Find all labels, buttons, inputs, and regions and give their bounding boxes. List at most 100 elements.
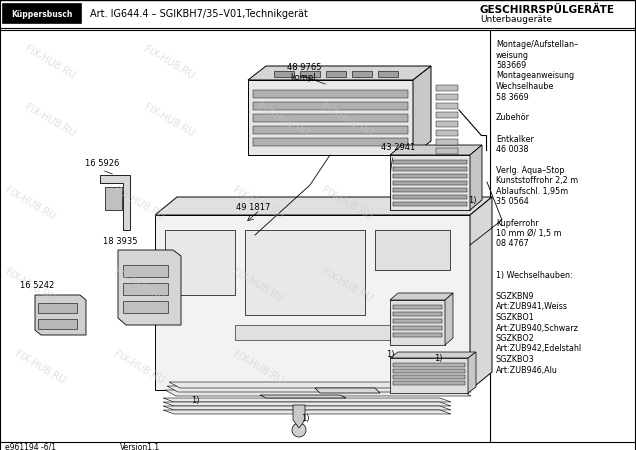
Text: weisung: weisung — [496, 50, 529, 59]
Text: FIX-HUB.RU: FIX-HUB.RU — [321, 102, 374, 139]
Text: 18 3935: 18 3935 — [103, 238, 137, 247]
Polygon shape — [436, 85, 458, 91]
Polygon shape — [393, 333, 442, 337]
Text: Art:ZUB942,Edelstahl: Art:ZUB942,Edelstahl — [496, 345, 582, 354]
Text: Art. IG644.4 – SGIKBH7/35–V01,Technikgerät: Art. IG644.4 – SGIKBH7/35–V01,Technikger… — [90, 9, 308, 19]
Text: FIX-HUB.RU: FIX-HUB.RU — [112, 349, 166, 386]
Text: FIX-HUB.RU: FIX-HUB.RU — [142, 102, 196, 139]
Polygon shape — [253, 102, 408, 110]
Polygon shape — [163, 402, 451, 406]
Text: 16 5926: 16 5926 — [85, 158, 119, 167]
Polygon shape — [393, 312, 442, 316]
Polygon shape — [390, 352, 476, 358]
Text: Art:ZUB940,Schwarz: Art:ZUB940,Schwarz — [496, 324, 579, 333]
Text: FIX-HUB.RU: FIX-HUB.RU — [256, 102, 310, 139]
Text: Entkalker: Entkalker — [496, 135, 534, 144]
Polygon shape — [169, 382, 471, 388]
Text: FIX-HUB.RU: FIX-HUB.RU — [23, 102, 76, 139]
Text: FIX-HUB.RU: FIX-HUB.RU — [231, 349, 285, 386]
Text: 583669: 583669 — [496, 61, 526, 70]
Polygon shape — [470, 145, 482, 210]
Text: 1): 1) — [467, 195, 476, 204]
Polygon shape — [248, 66, 431, 80]
Polygon shape — [436, 148, 458, 154]
Polygon shape — [260, 395, 346, 398]
Polygon shape — [393, 319, 442, 323]
Text: 48 9765: 48 9765 — [287, 63, 321, 72]
Polygon shape — [253, 114, 408, 122]
Polygon shape — [393, 369, 465, 373]
Polygon shape — [100, 175, 130, 230]
Polygon shape — [445, 293, 453, 345]
Text: FIX-HUB.RU: FIX-HUB.RU — [231, 267, 285, 304]
Text: Montageanweisung: Montageanweisung — [496, 72, 574, 81]
Polygon shape — [253, 126, 408, 134]
Polygon shape — [326, 71, 346, 77]
Polygon shape — [38, 319, 77, 329]
Polygon shape — [35, 295, 86, 335]
Text: FIX-HUB.RU: FIX-HUB.RU — [23, 45, 76, 81]
Text: FIX-HUB.RU: FIX-HUB.RU — [112, 267, 166, 304]
Polygon shape — [393, 174, 467, 178]
Text: FIX-HUB.RU: FIX-HUB.RU — [112, 184, 166, 221]
Text: Wechselhaube: Wechselhaube — [496, 82, 555, 91]
Polygon shape — [390, 155, 470, 210]
Text: Art:ZUB941,Weiss: Art:ZUB941,Weiss — [496, 302, 568, 311]
Polygon shape — [390, 293, 453, 300]
Text: Küppersbusch: Küppersbusch — [11, 10, 73, 19]
Polygon shape — [436, 94, 458, 100]
Text: FIX-HUB.RU: FIX-HUB.RU — [13, 349, 67, 386]
Polygon shape — [293, 405, 305, 428]
Polygon shape — [393, 375, 465, 379]
Polygon shape — [352, 71, 372, 77]
Polygon shape — [390, 358, 468, 393]
Polygon shape — [123, 265, 168, 277]
Polygon shape — [274, 71, 294, 77]
Bar — [3, 4, 81, 23]
Text: 1): 1) — [386, 351, 394, 360]
Text: FIX-HUB.RU: FIX-HUB.RU — [142, 45, 196, 81]
Text: Kupferrohr: Kupferrohr — [496, 219, 539, 228]
Polygon shape — [235, 325, 445, 340]
Text: SGZKBO3: SGZKBO3 — [496, 355, 535, 364]
Polygon shape — [163, 398, 451, 402]
Text: Unterbaugeräte: Unterbaugeräte — [480, 15, 552, 24]
Text: 1): 1) — [191, 396, 199, 405]
Text: 1): 1) — [434, 354, 442, 363]
Polygon shape — [315, 388, 380, 393]
Polygon shape — [123, 283, 168, 295]
Polygon shape — [393, 305, 442, 309]
Text: FIX-HUB.RU: FIX-HUB.RU — [321, 184, 374, 221]
Polygon shape — [378, 71, 398, 77]
Circle shape — [412, 284, 424, 296]
Text: Ablaufschl. 1,95m: Ablaufschl. 1,95m — [496, 187, 568, 196]
Polygon shape — [300, 71, 320, 77]
Polygon shape — [393, 202, 467, 206]
Polygon shape — [442, 310, 451, 322]
Text: 1): 1) — [301, 414, 309, 423]
Polygon shape — [436, 112, 458, 118]
Text: 46 0038: 46 0038 — [496, 145, 529, 154]
Polygon shape — [165, 390, 471, 396]
Circle shape — [394, 284, 406, 296]
Polygon shape — [253, 138, 408, 146]
Polygon shape — [393, 160, 467, 164]
Text: Zubehör: Zubehör — [496, 113, 530, 122]
Polygon shape — [118, 250, 181, 325]
Polygon shape — [390, 300, 445, 345]
Polygon shape — [155, 197, 492, 215]
Polygon shape — [245, 230, 365, 315]
Text: FIX-HUB.RU: FIX-HUB.RU — [3, 184, 57, 221]
Text: e961194 -6/1: e961194 -6/1 — [5, 442, 56, 450]
Text: FIX-HUB.RU: FIX-HUB.RU — [3, 267, 57, 304]
Polygon shape — [253, 90, 408, 98]
Polygon shape — [163, 410, 451, 414]
Text: kompl.: kompl. — [290, 72, 318, 81]
Polygon shape — [393, 188, 467, 192]
Text: SGZKBN9: SGZKBN9 — [496, 292, 534, 301]
Text: Kunststoffrohr 2,2 m: Kunststoffrohr 2,2 m — [496, 176, 578, 185]
Text: SGZKBO2: SGZKBO2 — [496, 334, 535, 343]
Polygon shape — [393, 181, 467, 185]
Polygon shape — [165, 230, 235, 295]
Text: 58 3669: 58 3669 — [496, 93, 529, 102]
